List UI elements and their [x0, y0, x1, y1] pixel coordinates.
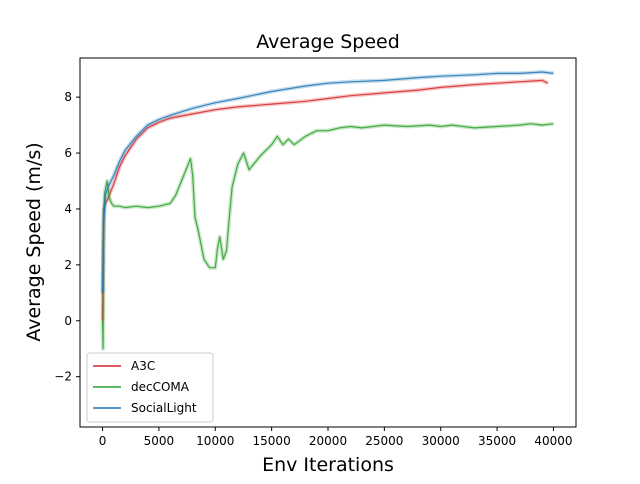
legend-label-a3c: A3C [131, 359, 155, 373]
series-sociallight-line [101, 71, 554, 293]
y-axis-label: Average Speed (m/s) [23, 142, 45, 341]
y-tick-label: 2 [64, 258, 72, 272]
y-tick-label: 4 [64, 202, 72, 216]
series-deccoma-line [101, 123, 554, 350]
x-tick-label: 20000 [309, 434, 347, 448]
x-tick-label: 15000 [253, 434, 291, 448]
series-a3c-line [101, 79, 549, 321]
series-layer [100, 70, 554, 351]
legend: A3C decCOMA SocialLight [86, 352, 214, 423]
y-tick-label: −2 [54, 370, 72, 384]
x-axis-ticks: 0 5000 10000 15000 20000 25000 30000 35000 40000 [99, 427, 573, 448]
x-tick-label: 40000 [534, 434, 572, 448]
x-tick-label: 35000 [478, 434, 516, 448]
x-tick-label: 5000 [144, 434, 175, 448]
chart-title: Average Speed [256, 31, 400, 53]
y-tick-label: 0 [64, 314, 72, 328]
x-axis-label: Env Iterations [262, 454, 394, 476]
x-tick-label: 30000 [422, 434, 460, 448]
legend-box [86, 352, 214, 423]
y-tick-label: 8 [64, 90, 72, 104]
x-tick-label: 25000 [365, 434, 403, 448]
y-tick-label: 6 [64, 146, 72, 160]
legend-label-deccoma: decCOMA [131, 380, 190, 394]
x-tick-label: 10000 [196, 434, 234, 448]
legend-label-sociallight: SocialLight [131, 401, 197, 415]
x-tick-label: 0 [99, 434, 107, 448]
y-axis-ticks: −2 0 2 4 6 8 [54, 90, 80, 384]
